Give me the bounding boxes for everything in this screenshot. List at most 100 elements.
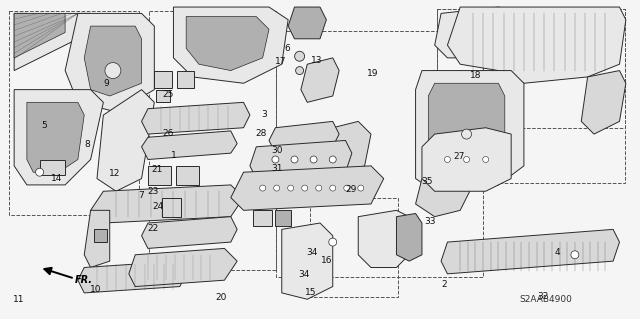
Circle shape: [461, 129, 472, 139]
Text: 14: 14: [51, 174, 63, 183]
Polygon shape: [447, 7, 626, 83]
Text: 33: 33: [424, 217, 435, 226]
Text: 23: 23: [147, 187, 159, 196]
Polygon shape: [129, 249, 237, 286]
Bar: [176, 166, 199, 185]
Circle shape: [274, 185, 280, 191]
Polygon shape: [441, 229, 620, 274]
Text: 22: 22: [147, 224, 159, 233]
Polygon shape: [288, 7, 326, 39]
Text: 27: 27: [453, 152, 465, 161]
Circle shape: [358, 185, 364, 191]
Circle shape: [260, 185, 266, 191]
Text: 17: 17: [275, 57, 286, 66]
Bar: [162, 197, 181, 217]
Polygon shape: [250, 140, 352, 179]
Text: 9: 9: [104, 79, 109, 88]
Text: 29: 29: [345, 185, 356, 195]
Polygon shape: [301, 58, 339, 102]
Polygon shape: [415, 70, 524, 191]
Text: 6: 6: [284, 44, 290, 54]
Text: 32: 32: [538, 292, 548, 301]
Circle shape: [329, 156, 336, 163]
Polygon shape: [27, 102, 84, 172]
Text: 16: 16: [321, 256, 332, 265]
Bar: [148, 11, 276, 270]
Circle shape: [36, 168, 44, 176]
Text: 19: 19: [367, 69, 378, 78]
Text: 20: 20: [216, 293, 227, 302]
Polygon shape: [396, 213, 422, 261]
Text: S2AAB4900: S2AAB4900: [520, 295, 573, 304]
Text: 31: 31: [271, 164, 282, 173]
Polygon shape: [186, 17, 269, 70]
Text: 21: 21: [152, 165, 163, 174]
Text: 8: 8: [84, 140, 90, 149]
Text: 10: 10: [90, 285, 102, 293]
Circle shape: [301, 185, 308, 191]
Polygon shape: [141, 102, 250, 134]
Bar: [154, 70, 172, 88]
Polygon shape: [269, 122, 339, 153]
Polygon shape: [141, 131, 237, 160]
Bar: [148, 166, 171, 185]
Polygon shape: [14, 90, 103, 185]
Polygon shape: [428, 83, 505, 172]
Circle shape: [483, 157, 489, 162]
Text: 30: 30: [271, 146, 282, 155]
Text: FR.: FR.: [75, 275, 93, 285]
Bar: [10, 11, 139, 215]
Text: 1: 1: [171, 151, 176, 160]
Circle shape: [105, 63, 121, 78]
Polygon shape: [282, 223, 333, 299]
Polygon shape: [415, 172, 473, 217]
Polygon shape: [40, 160, 65, 175]
Text: 28: 28: [256, 129, 267, 138]
Polygon shape: [326, 122, 371, 179]
Text: 12: 12: [109, 169, 120, 178]
Bar: [438, 9, 625, 128]
Polygon shape: [581, 70, 626, 134]
Text: 34: 34: [307, 248, 318, 257]
Bar: [177, 70, 195, 88]
Circle shape: [291, 156, 298, 163]
Polygon shape: [84, 26, 141, 96]
Bar: [156, 90, 170, 102]
Circle shape: [294, 51, 305, 61]
Bar: [275, 210, 291, 226]
Polygon shape: [173, 7, 288, 83]
Circle shape: [310, 156, 317, 163]
Text: 3: 3: [261, 110, 267, 119]
Polygon shape: [141, 217, 237, 249]
Text: 34: 34: [298, 270, 310, 279]
Text: 5: 5: [41, 121, 47, 130]
Polygon shape: [78, 261, 186, 293]
Polygon shape: [97, 90, 154, 191]
Circle shape: [444, 157, 451, 162]
Polygon shape: [84, 210, 109, 268]
Polygon shape: [91, 185, 244, 223]
Circle shape: [330, 185, 336, 191]
Text: 7: 7: [139, 190, 145, 200]
Polygon shape: [14, 13, 91, 70]
Text: 26: 26: [163, 129, 174, 138]
Polygon shape: [65, 13, 154, 112]
Circle shape: [463, 157, 470, 162]
Text: 25: 25: [163, 90, 174, 99]
Polygon shape: [358, 210, 409, 268]
Text: 18: 18: [470, 71, 482, 80]
Bar: [438, 9, 625, 183]
Bar: [94, 229, 106, 242]
Circle shape: [296, 67, 303, 75]
Circle shape: [272, 156, 279, 163]
Polygon shape: [14, 13, 65, 58]
Polygon shape: [435, 7, 524, 58]
Circle shape: [288, 185, 294, 191]
Polygon shape: [231, 166, 384, 210]
Text: 11: 11: [13, 295, 24, 304]
Bar: [276, 31, 483, 278]
Bar: [253, 210, 272, 226]
Circle shape: [571, 251, 579, 259]
Polygon shape: [422, 128, 511, 191]
Text: 2: 2: [442, 279, 447, 288]
